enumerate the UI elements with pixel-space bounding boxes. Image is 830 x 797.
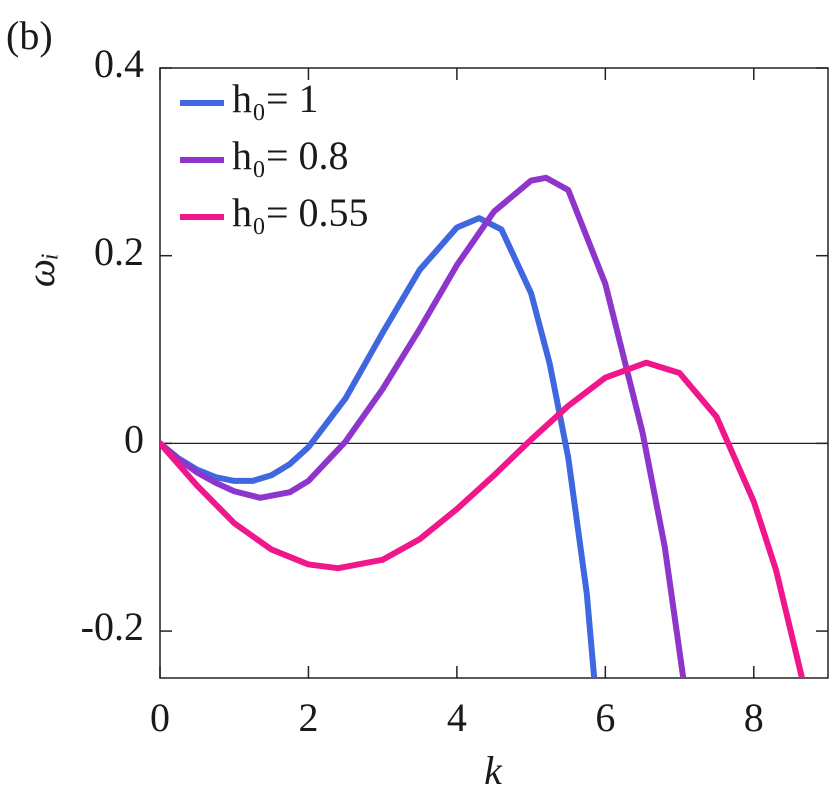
panel-label: (b) — [6, 13, 53, 58]
x-axis-label: k — [484, 748, 503, 793]
plot-area — [160, 174, 806, 678]
y-axis-label: ωᵢ — [18, 253, 63, 288]
y-tick-label: -0.2 — [81, 604, 144, 649]
x-tick-label: 0 — [150, 695, 170, 740]
plot-frame — [159, 67, 829, 679]
legend-label: h₀= 1 — [232, 76, 319, 121]
x-tick-label: 6 — [595, 695, 615, 740]
y-tick-label: 0.2 — [94, 229, 144, 274]
legend-label: h₀= 0.8 — [232, 133, 349, 178]
x-tick-label: 2 — [298, 695, 318, 740]
x-tick-label: 4 — [447, 695, 467, 740]
legend-label: h₀= 0.55 — [232, 190, 369, 235]
x-tick-label: 8 — [744, 695, 764, 740]
series-line — [160, 174, 687, 678]
series-line — [160, 359, 806, 678]
series-line — [160, 215, 598, 678]
y-tick-label: 0.4 — [94, 41, 144, 86]
y-tick-label: 0 — [124, 417, 144, 462]
